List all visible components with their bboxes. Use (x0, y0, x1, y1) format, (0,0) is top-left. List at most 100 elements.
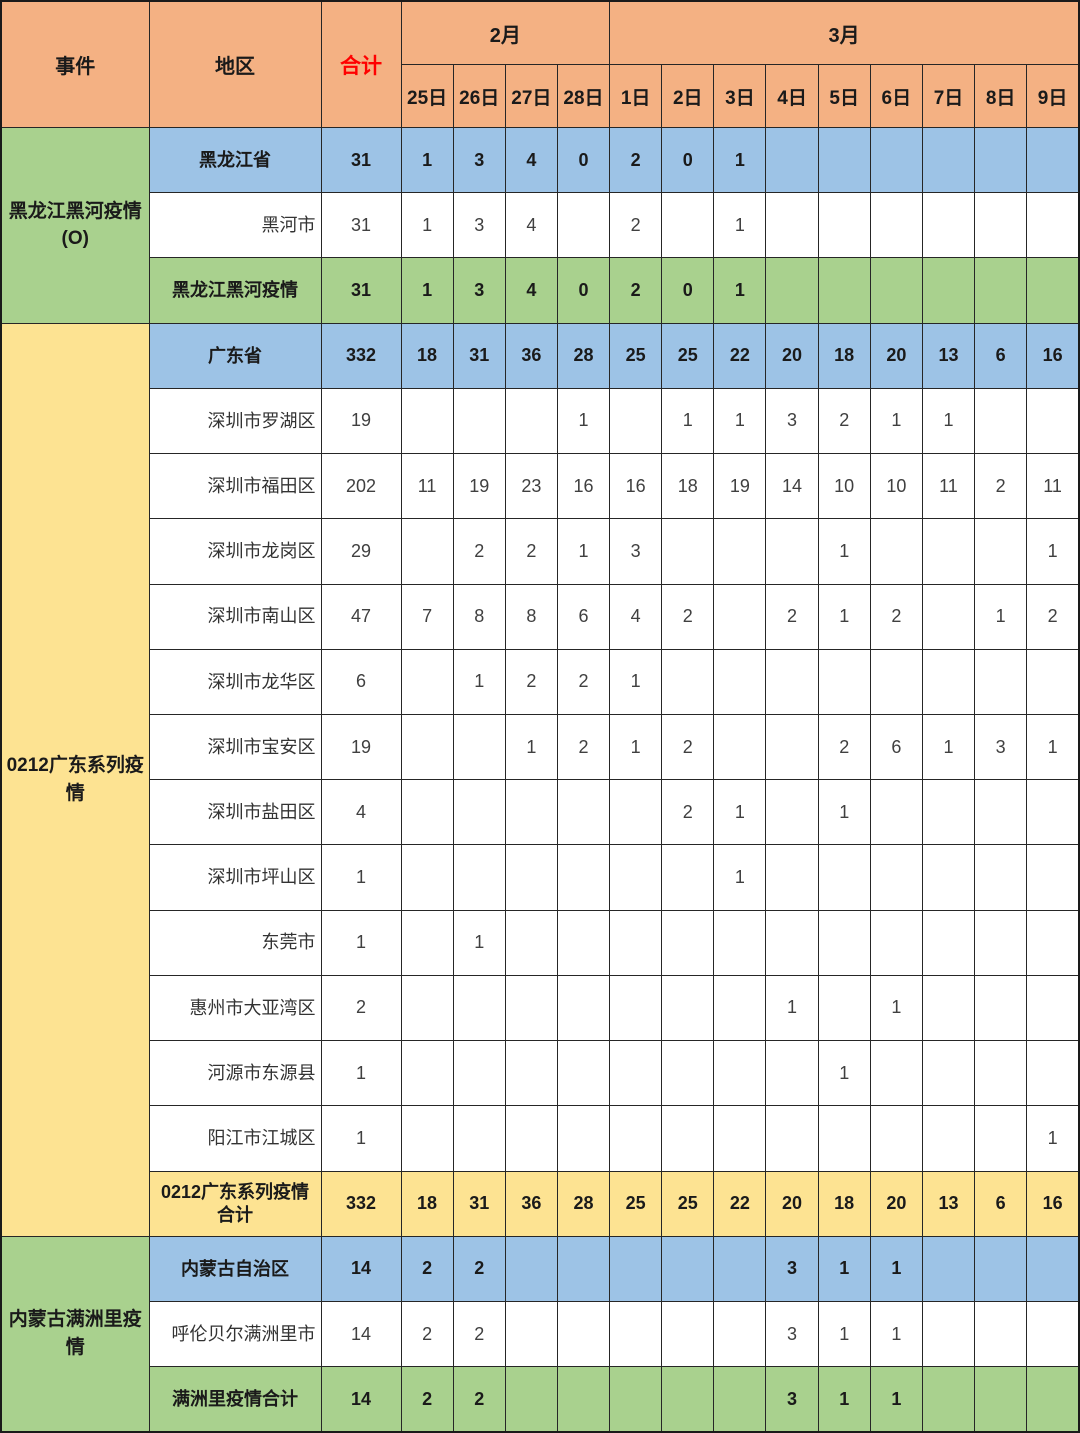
value-cell (609, 387, 663, 455)
value-cell (974, 518, 1028, 585)
table-row: 深圳市福田区 202 11 19 23 16 16 18 19 14 10 10 11 2 11 (1, 453, 1080, 520)
value-cell (609, 1366, 663, 1433)
region-cell: 内蒙古自治区 (148, 1235, 322, 1302)
value-cell (921, 1235, 976, 1302)
value-cell (1026, 192, 1080, 259)
value-cell (869, 909, 923, 976)
table-row: 满洲里疫情合计 14 2 2 3 1 1 (1, 1366, 1080, 1433)
value-cell: 3 (765, 1235, 819, 1302)
event-column-header: 事件 (0, 0, 150, 128)
value-cell (1026, 1300, 1080, 1368)
value-cell (921, 1366, 976, 1433)
value-cell: 36 (504, 1170, 558, 1237)
value-cell: 2 (400, 1235, 454, 1302)
value-cell (974, 1040, 1028, 1107)
value-cell: 10 (869, 453, 923, 520)
value-cell: 18 (661, 453, 715, 520)
total-cell: 14 (320, 1300, 402, 1368)
value-cell: 1 (713, 779, 767, 846)
value-cell (974, 844, 1028, 911)
value-cell (974, 126, 1028, 194)
value-cell: 1 (1026, 713, 1080, 781)
value-cell: 8 (452, 583, 506, 650)
value-cell: 3 (609, 518, 663, 585)
region-cell: 广东省 (148, 322, 322, 389)
value-cell (765, 1040, 819, 1107)
value-cell: 1 (609, 713, 663, 781)
value-cell (921, 844, 976, 911)
value-cell (713, 648, 767, 715)
value-cell (817, 257, 871, 324)
value-cell (556, 1105, 611, 1172)
total-cell: 19 (320, 713, 402, 781)
value-cell: 6 (556, 583, 611, 650)
region-cell: 东莞市 (148, 909, 322, 976)
value-cell (817, 909, 871, 976)
value-cell (1026, 257, 1080, 324)
value-cell: 16 (556, 453, 611, 520)
value-cell (609, 1235, 663, 1302)
value-cell (609, 974, 663, 1042)
table-row: 0212广东系列疫情合计 332 18 31 36 28 25 25 22 20 18 20 13 6 16 (1, 1170, 1080, 1237)
value-cell: 1 (504, 713, 558, 781)
value-cell: 22 (713, 322, 767, 389)
value-cell (817, 974, 871, 1042)
value-cell: 1 (400, 257, 454, 324)
table-row: 深圳市龙岗区 29 2 2 1 3 1 1 (1, 518, 1080, 585)
value-cell: 2 (869, 583, 923, 650)
day-column-header: 4日 (765, 64, 819, 128)
region-cell: 满洲里疫情合计 (148, 1366, 322, 1433)
value-cell (713, 909, 767, 976)
value-cell: 6 (974, 322, 1028, 389)
region-cell: 深圳市福田区 (148, 453, 322, 520)
value-cell (974, 779, 1028, 846)
value-cell (452, 844, 506, 911)
total-cell: 14 (320, 1235, 402, 1302)
value-cell (556, 1366, 611, 1433)
region-column-header: 地区 (148, 0, 322, 128)
value-cell: 18 (400, 1170, 454, 1237)
value-cell: 3 (765, 1366, 819, 1433)
total-cell: 2 (320, 974, 402, 1042)
value-cell (765, 909, 819, 976)
value-cell: 16 (609, 453, 663, 520)
value-cell (661, 1105, 715, 1172)
value-cell (869, 648, 923, 715)
value-cell (504, 844, 558, 911)
value-cell (921, 583, 976, 650)
value-cell: 1 (713, 844, 767, 911)
table-row: 黑河市 31 1 3 4 2 1 (1, 192, 1080, 259)
value-cell (661, 1235, 715, 1302)
value-cell (504, 779, 558, 846)
region-cell: 阳江市江城区 (148, 1105, 322, 1172)
value-cell: 22 (713, 1170, 767, 1237)
value-cell (713, 1040, 767, 1107)
value-cell: 1 (713, 257, 767, 324)
value-cell (765, 779, 819, 846)
value-cell (400, 974, 454, 1042)
value-cell: 18 (817, 1170, 871, 1237)
value-cell: 1 (1026, 518, 1080, 585)
total-cell: 31 (320, 257, 402, 324)
value-cell (713, 518, 767, 585)
value-cell: 0 (556, 257, 611, 324)
region-cell: 深圳市宝安区 (148, 713, 322, 781)
total-cell: 202 (320, 453, 402, 520)
value-cell: 2 (661, 583, 715, 650)
value-cell (609, 1300, 663, 1368)
total-cell: 332 (320, 322, 402, 389)
value-cell: 11 (400, 453, 454, 520)
value-cell (504, 1366, 558, 1433)
value-cell: 20 (869, 322, 923, 389)
value-cell (869, 126, 923, 194)
value-cell: 1 (817, 779, 871, 846)
value-cell: 1 (817, 518, 871, 585)
value-cell: 1 (765, 974, 819, 1042)
value-cell: 2 (504, 518, 558, 585)
value-cell: 1 (817, 1300, 871, 1368)
total-cell: 14 (320, 1366, 402, 1433)
value-cell: 1 (921, 387, 976, 455)
value-cell: 0 (661, 257, 715, 324)
value-cell: 16 (1026, 322, 1080, 389)
value-cell (400, 387, 454, 455)
